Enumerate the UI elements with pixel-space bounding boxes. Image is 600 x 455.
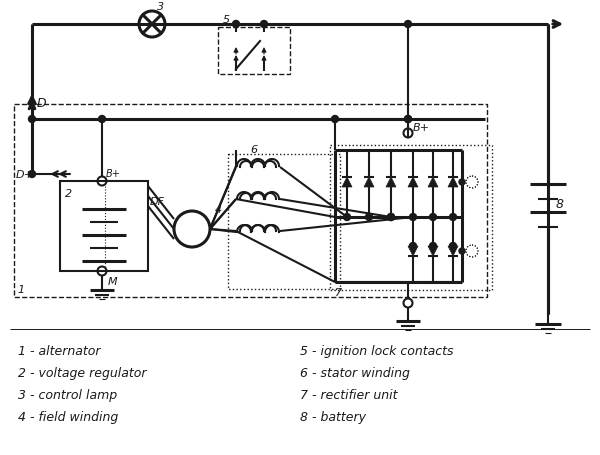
Text: D+: D+ [16,170,34,180]
Circle shape [430,214,437,221]
Circle shape [449,214,457,221]
Circle shape [404,21,412,28]
Circle shape [459,248,465,254]
Circle shape [388,214,395,221]
Text: M: M [108,276,118,286]
Circle shape [430,243,437,250]
Circle shape [344,214,350,221]
Text: 3: 3 [157,2,164,12]
Text: 4: 4 [215,205,222,214]
Text: 6 - stator winding: 6 - stator winding [300,367,410,379]
Text: 7 - rectifier unit: 7 - rectifier unit [300,389,398,402]
Circle shape [459,180,465,186]
Polygon shape [408,177,418,187]
Polygon shape [448,247,458,257]
Bar [218,28,290,75]
Text: 4 - field winding: 4 - field winding [18,410,118,424]
Circle shape [404,116,412,123]
Bar [60,182,148,271]
Polygon shape [408,247,418,257]
Text: 1 - alternator: 1 - alternator [18,345,101,358]
Text: 6: 6 [250,145,257,155]
Text: 2: 2 [65,188,72,198]
Circle shape [365,214,373,221]
Text: D: D [37,97,47,110]
Text: DF: DF [150,197,165,207]
Text: 1: 1 [17,284,24,294]
Polygon shape [428,177,438,187]
Text: 7: 7 [335,288,342,298]
Circle shape [449,243,457,250]
Text: 5: 5 [223,15,230,25]
Bar [330,146,492,290]
Polygon shape [428,247,438,257]
Text: 8: 8 [556,198,564,211]
Circle shape [388,214,395,221]
Circle shape [29,171,35,178]
Circle shape [404,116,412,123]
Circle shape [29,116,35,123]
Text: 2 - voltage regulator: 2 - voltage regulator [18,367,146,379]
Polygon shape [448,177,458,187]
Circle shape [98,116,106,123]
Bar [228,155,340,289]
Polygon shape [386,177,396,187]
Bar [14,105,487,298]
Text: 5 - ignition lock contacts: 5 - ignition lock contacts [300,345,454,358]
Text: B+: B+ [106,169,121,179]
Polygon shape [342,177,352,187]
Circle shape [410,243,416,250]
Text: 8 - battery: 8 - battery [300,410,366,424]
Circle shape [260,21,268,28]
Circle shape [332,116,338,123]
Polygon shape [364,177,374,187]
Text: 3 - control lamp: 3 - control lamp [18,389,117,402]
Text: B+: B+ [413,123,430,133]
Circle shape [410,214,416,221]
Circle shape [233,21,239,28]
